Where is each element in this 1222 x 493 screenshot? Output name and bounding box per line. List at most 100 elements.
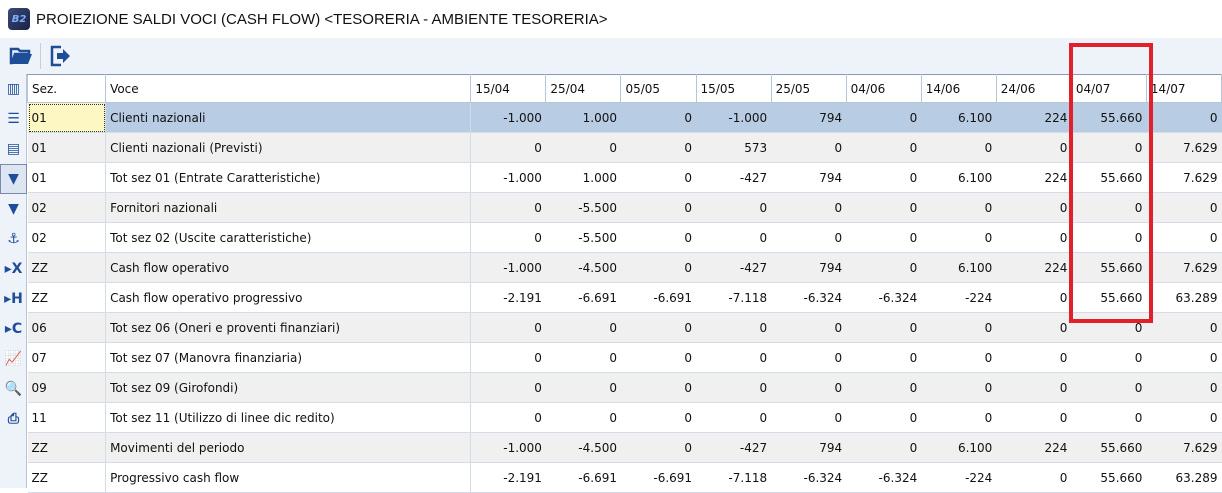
value-cell[interactable]: 573 xyxy=(696,132,772,163)
anchor-button[interactable]: ⚓ xyxy=(0,224,27,254)
sez-cell[interactable]: 02 xyxy=(27,222,107,253)
chart-button[interactable]: 📈 xyxy=(0,344,27,374)
value-cell[interactable]: 0 xyxy=(771,222,847,253)
value-cell[interactable]: -6.324 xyxy=(771,282,847,313)
sez-cell[interactable]: ZZ xyxy=(27,282,107,313)
value-cell[interactable]: 794 xyxy=(771,162,847,193)
value-cell[interactable]: 0 xyxy=(996,372,1072,403)
value-cell[interactable]: 6.100 xyxy=(921,252,997,283)
value-cell[interactable]: 0 xyxy=(1146,402,1222,433)
sez-cell[interactable]: 01 xyxy=(27,102,107,133)
value-cell[interactable]: 0 xyxy=(996,462,1072,493)
value-cell[interactable]: 224 xyxy=(996,102,1072,133)
sez-cell[interactable]: 11 xyxy=(27,402,107,433)
value-cell[interactable]: 7.629 xyxy=(1146,252,1222,283)
table-row[interactable]: 02 Tot sez 02 (Uscite caratteristiche) 0 -5… xyxy=(27,222,1222,253)
table-row[interactable]: 01 Clienti nazionali -1.000 1.000 0 -1.000 794… xyxy=(27,102,1222,133)
value-cell[interactable]: 0 xyxy=(921,222,997,253)
value-cell[interactable]: 0 xyxy=(996,222,1072,253)
column-chooser-button[interactable]: ▥ xyxy=(0,74,27,104)
table-row[interactable]: 09 Tot sez 09 (Girofondi) 0 0 0 0 0 0 0 0 0 0 xyxy=(27,372,1222,403)
column-header[interactable]: 25/04 xyxy=(545,74,622,103)
value-cell[interactable]: 794 xyxy=(771,102,847,133)
value-cell[interactable]: -2.191 xyxy=(470,282,546,313)
value-cell[interactable]: 0 xyxy=(846,252,922,283)
value-cell[interactable]: 0 xyxy=(696,312,772,343)
value-cell[interactable]: -7.118 xyxy=(696,282,772,313)
value-cell[interactable]: 0 xyxy=(846,342,922,373)
column-header[interactable]: 05/05 xyxy=(620,74,697,103)
value-cell[interactable]: 55.660 xyxy=(1071,282,1147,313)
value-cell[interactable]: 0 xyxy=(996,342,1072,373)
value-cell[interactable]: 0 xyxy=(620,162,697,193)
value-cell[interactable]: 0 xyxy=(921,372,997,403)
value-cell[interactable]: 0 xyxy=(1146,312,1222,343)
value-cell[interactable]: -1.000 xyxy=(470,252,546,283)
value-cell[interactable]: 0 xyxy=(620,402,697,433)
value-cell[interactable]: 0 xyxy=(620,372,697,403)
value-cell[interactable]: 224 xyxy=(996,252,1072,283)
value-cell[interactable]: 0 xyxy=(921,312,997,343)
value-cell[interactable]: -4.500 xyxy=(545,252,621,283)
value-cell[interactable]: 0 xyxy=(1146,342,1222,373)
export-x-button[interactable]: ▸X xyxy=(0,254,27,284)
value-cell[interactable]: 0 xyxy=(620,192,697,223)
value-cell[interactable]: 0 xyxy=(470,192,546,223)
value-cell[interactable]: 0 xyxy=(470,402,546,433)
export-c-button[interactable]: ▸C xyxy=(0,314,27,344)
value-cell[interactable]: 0 xyxy=(996,402,1072,433)
value-cell[interactable]: 0 xyxy=(846,402,922,433)
value-cell[interactable]: 7.629 xyxy=(1146,162,1222,193)
value-cell[interactable]: 0 xyxy=(1071,342,1147,373)
value-cell[interactable]: 55.660 xyxy=(1071,102,1147,133)
value-cell[interactable]: 7.629 xyxy=(1146,432,1222,463)
value-cell[interactable]: 0 xyxy=(1071,372,1147,403)
value-cell[interactable]: 0 xyxy=(771,132,847,163)
column-header[interactable]: 15/05 xyxy=(695,74,772,103)
voce-cell[interactable]: Progressivo cash flow xyxy=(105,462,472,493)
voce-cell[interactable]: Movimenti del periodo xyxy=(105,432,472,463)
value-cell[interactable]: -1.000 xyxy=(696,102,772,133)
value-cell[interactable]: 0 xyxy=(696,222,772,253)
sez-cell[interactable]: ZZ xyxy=(27,432,107,463)
column-header[interactable]: Sez. xyxy=(26,74,107,103)
value-cell[interactable]: 55.660 xyxy=(1071,252,1147,283)
value-cell[interactable]: 0 xyxy=(771,312,847,343)
export-h-button[interactable]: ▸H xyxy=(0,284,27,314)
value-cell[interactable]: 0 xyxy=(771,372,847,403)
value-cell[interactable]: 7.629 xyxy=(1146,132,1222,163)
voce-cell[interactable]: Clienti nazionali (Previsti) xyxy=(105,132,472,163)
sez-cell[interactable]: 01 xyxy=(27,162,107,193)
voce-cell[interactable]: Tot sez 01 (Entrate Caratteristiche) xyxy=(105,162,472,193)
value-cell[interactable]: -224 xyxy=(921,462,997,493)
value-cell[interactable]: 0 xyxy=(470,342,546,373)
value-cell[interactable]: 0 xyxy=(996,192,1072,223)
value-cell[interactable]: -6.691 xyxy=(620,282,697,313)
value-cell[interactable]: 0 xyxy=(620,102,697,133)
list-view-button[interactable]: ☰ xyxy=(0,104,27,134)
voce-cell[interactable]: Tot sez 02 (Uscite caratteristiche) xyxy=(105,222,472,253)
voce-cell[interactable]: Tot sez 06 (Oneri e proventi finanziari) xyxy=(105,312,472,343)
value-cell[interactable]: 0 xyxy=(545,312,621,343)
value-cell[interactable]: 0 xyxy=(470,222,546,253)
value-cell[interactable]: 0 xyxy=(696,192,772,223)
column-header[interactable]: 04/07 xyxy=(1070,74,1147,103)
value-cell[interactable]: 0 xyxy=(620,312,697,343)
sez-cell[interactable]: ZZ xyxy=(27,462,107,493)
filter-active-button[interactable]: ▼ xyxy=(0,164,27,194)
value-cell[interactable]: 0 xyxy=(620,222,697,253)
value-cell[interactable]: -7.118 xyxy=(696,462,772,493)
value-cell[interactable]: 0 xyxy=(846,102,922,133)
value-cell[interactable]: 0 xyxy=(1146,222,1222,253)
value-cell[interactable]: -2.191 xyxy=(470,462,546,493)
sez-cell[interactable]: 09 xyxy=(27,372,107,403)
value-cell[interactable]: -4.500 xyxy=(545,432,621,463)
value-cell[interactable]: 0 xyxy=(771,402,847,433)
sez-cell[interactable]: 02 xyxy=(27,192,107,223)
value-cell[interactable]: 0 xyxy=(1146,192,1222,223)
value-cell[interactable]: 0 xyxy=(846,192,922,223)
value-cell[interactable]: 224 xyxy=(996,162,1072,193)
value-cell[interactable]: 794 xyxy=(771,432,847,463)
value-cell[interactable]: 0 xyxy=(846,162,922,193)
value-cell[interactable]: -427 xyxy=(696,162,772,193)
